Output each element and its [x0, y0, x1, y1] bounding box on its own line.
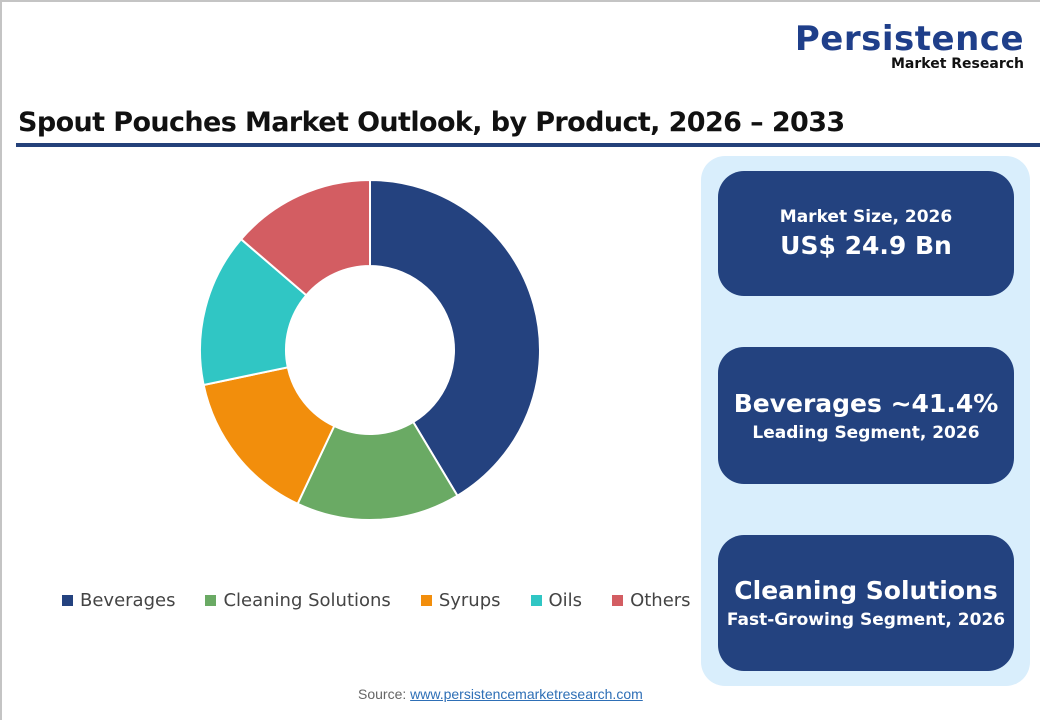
source-label: Source: [358, 686, 407, 702]
persistence-logo: Persistence Market Research [795, 22, 1024, 72]
fast-growing-segment-label: Fast-Growing Segment, 2026 [726, 610, 1006, 630]
market-size-value: US$ 24.9 Bn [780, 230, 952, 260]
key-stats-panel: Market Size, 2026 US$ 24.9 Bn Beverages … [701, 156, 1030, 686]
donut-slice-cleaning-solutions [296, 420, 459, 521]
legend-item-oils: Oils [530, 590, 583, 611]
legend-label: Syrups [438, 590, 501, 611]
legend-swatch-icon [420, 595, 432, 606]
leading-segment-card: Beverages ~41.4% Leading Segment, 2026 [718, 347, 1014, 484]
legend-label: Oils [548, 590, 583, 611]
legend-label: Beverages [80, 590, 176, 611]
legend-swatch-icon [612, 595, 624, 606]
logo-sub-text: Market Research [891, 56, 1024, 72]
leading-segment-label: Leading Segment, 2026 [752, 422, 980, 443]
source-note: Source: www.persistencemarketresearch.co… [358, 686, 643, 702]
legend-item-cleaning-solutions: Cleaning Solutions [205, 590, 391, 611]
leading-segment-value: Beverages ~41.4% [733, 388, 999, 418]
chart-legend: Beverages Cleaning Solutions Syrups Oils Oth… [62, 590, 691, 611]
donut-chart [199, 178, 541, 521]
legend-swatch-icon [530, 595, 542, 606]
chart-title: Spout Pouches Market Outlook, by Product… [18, 107, 845, 138]
legend-swatch-icon [205, 595, 217, 606]
legend-swatch-icon [62, 595, 73, 606]
fast-growing-segment-card: Cleaning Solutions Fast-Growing Segment,… [718, 535, 1014, 671]
legend-item-others: Others [612, 590, 691, 611]
fast-growing-segment-value: Cleaning Solutions [734, 576, 998, 605]
legend-label: Others [630, 590, 691, 611]
source-link[interactable]: www.persistencemarketresearch.com [410, 686, 643, 702]
donut-slice-others [239, 178, 371, 297]
legend-item-syrups: Syrups [420, 590, 501, 611]
market-size-card: Market Size, 2026 US$ 24.9 Bn [718, 171, 1014, 296]
legend-label: Cleaning Solutions [223, 590, 391, 611]
title-divider [16, 143, 1040, 147]
donut-slice-beverages [369, 178, 541, 498]
legend-item-beverages: Beverages [62, 590, 175, 611]
logo-main-text: Persistence [794, 19, 1024, 59]
market-size-label: Market Size, 2026 [779, 206, 953, 227]
